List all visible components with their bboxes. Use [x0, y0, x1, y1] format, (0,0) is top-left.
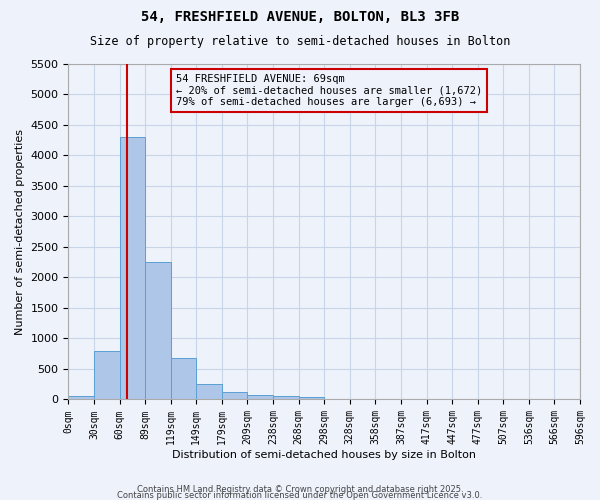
Bar [94, 350, 119, 400]
Bar [222, 392, 247, 400]
Y-axis label: Number of semi-detached properties: Number of semi-detached properties [15, 128, 25, 334]
Bar [324, 399, 350, 400]
Text: 54 FRESHFIELD AVENUE: 69sqm
← 20% of semi-detached houses are smaller (1,672)
79: 54 FRESHFIELD AVENUE: 69sqm ← 20% of sem… [176, 74, 482, 108]
Bar [273, 396, 299, 400]
Text: 54, FRESHFIELD AVENUE, BOLTON, BL3 3FB: 54, FRESHFIELD AVENUE, BOLTON, BL3 3FB [141, 10, 459, 24]
X-axis label: Distribution of semi-detached houses by size in Bolton: Distribution of semi-detached houses by … [172, 450, 476, 460]
Bar [145, 262, 171, 400]
Text: Contains HM Land Registry data © Crown copyright and database right 2025.: Contains HM Land Registry data © Crown c… [137, 484, 463, 494]
Bar [171, 358, 196, 400]
Bar [247, 394, 273, 400]
Text: Contains public sector information licensed under the Open Government Licence v3: Contains public sector information licen… [118, 490, 482, 500]
Text: Size of property relative to semi-detached houses in Bolton: Size of property relative to semi-detach… [90, 35, 510, 48]
Bar [196, 384, 222, 400]
Bar [299, 397, 324, 400]
Bar [119, 137, 145, 400]
Bar [68, 396, 94, 400]
